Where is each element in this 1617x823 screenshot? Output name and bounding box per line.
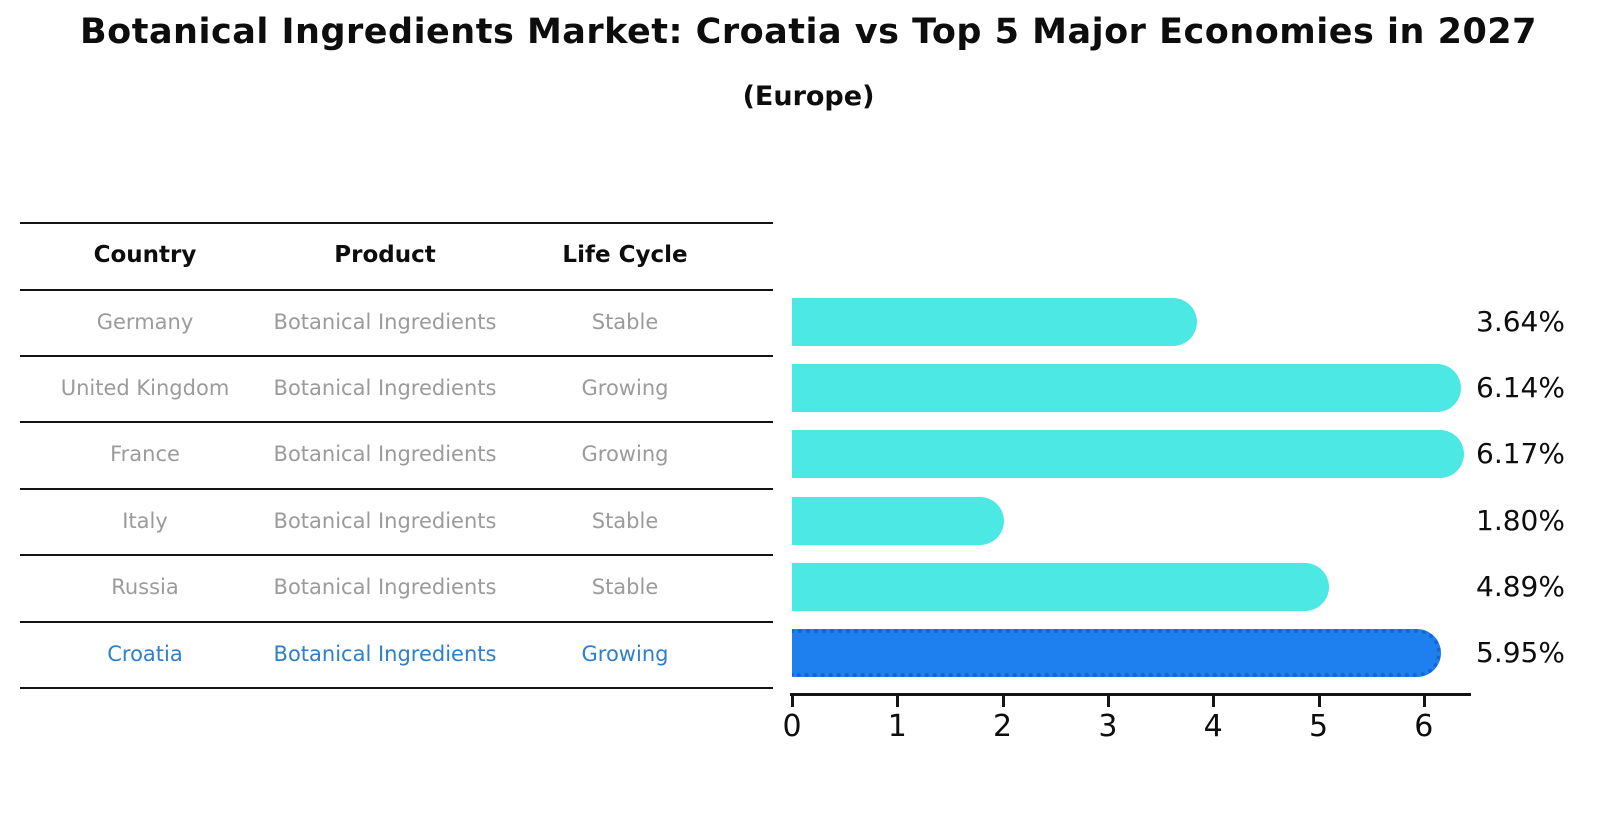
bar-value-label: 4.89% bbox=[1476, 570, 1565, 603]
cell-product: Botanical Ingredients bbox=[273, 642, 497, 666]
bar-france bbox=[792, 430, 1464, 478]
tick-label: 1 bbox=[887, 709, 907, 744]
table-row-rule bbox=[20, 554, 773, 556]
cell-country: Germany bbox=[96, 310, 194, 334]
cell-product: Botanical Ingredients bbox=[273, 376, 497, 400]
bar-value-label: 6.14% bbox=[1476, 371, 1565, 404]
tick-label: 6 bbox=[1414, 709, 1434, 744]
tick-mark bbox=[1106, 696, 1110, 707]
bar-value-label: 5.95% bbox=[1476, 636, 1565, 669]
tick-mark bbox=[1001, 696, 1005, 707]
cell-product: Botanical Ingredients bbox=[273, 575, 497, 599]
table-header-rule bbox=[20, 289, 773, 291]
tick-label: 5 bbox=[1308, 709, 1329, 744]
table-row-croatia: Croatia Botanical Ingredients Growing bbox=[20, 621, 750, 687]
cell-product: Botanical Ingredients bbox=[273, 442, 497, 466]
bar-croatia-highlighted bbox=[792, 629, 1441, 677]
tick-mark bbox=[1422, 696, 1426, 707]
table-top-rule bbox=[20, 222, 773, 224]
bar-russia bbox=[792, 563, 1329, 611]
table-bottom-rule bbox=[20, 687, 773, 689]
tick-mark bbox=[791, 696, 794, 707]
table-row-germany: Germany Botanical Ingredients Stable bbox=[20, 289, 750, 355]
cell-country: United Kingdom bbox=[60, 376, 230, 400]
tick-mark bbox=[1317, 696, 1321, 707]
x-axis-line bbox=[790, 693, 1471, 696]
cell-product: Botanical Ingredients bbox=[273, 509, 497, 533]
table-row-rule bbox=[20, 488, 773, 490]
cell-life-cycle: Stable bbox=[591, 310, 659, 334]
column-header-product: Product bbox=[334, 242, 436, 268]
table-row-russia: Russia Botanical Ingredients Stable bbox=[20, 554, 750, 620]
tick-label: 2 bbox=[993, 709, 1013, 744]
tick-mark bbox=[1212, 696, 1216, 707]
tick-label: 4 bbox=[1203, 709, 1223, 744]
table-header-row: Country Product Life Cycle bbox=[20, 222, 750, 288]
column-header-country: Country bbox=[93, 242, 197, 268]
cell-life-cycle: Growing bbox=[581, 642, 669, 666]
table-row-rule bbox=[20, 421, 773, 423]
bar-value-label: 3.64% bbox=[1476, 305, 1565, 338]
table-row-italy: Italy Botanical Ingredients Stable bbox=[20, 488, 750, 554]
table-row-rule bbox=[20, 621, 773, 623]
bar-value-label: 1.80% bbox=[1476, 504, 1565, 537]
cell-life-cycle: Stable bbox=[591, 575, 659, 599]
table-row-united-kingdom: United Kingdom Botanical Ingredients Gro… bbox=[20, 355, 750, 421]
table-row-france: France Botanical Ingredients Growing bbox=[20, 421, 750, 487]
cell-product: Botanical Ingredients bbox=[273, 310, 497, 334]
cell-life-cycle: Stable bbox=[591, 509, 659, 533]
bar-united-kingdom bbox=[792, 364, 1461, 412]
chart-title: Botanical Ingredients Market: Croatia vs… bbox=[79, 12, 1538, 52]
bar-value-label: 6.17% bbox=[1476, 437, 1565, 470]
chart-subtitle: (Europe) bbox=[742, 81, 875, 112]
tick-mark bbox=[896, 696, 900, 707]
cell-country: Italy bbox=[122, 509, 168, 533]
cell-country: Croatia bbox=[107, 642, 183, 666]
bar-italy bbox=[792, 497, 1004, 545]
column-header-life-cycle: Life Cycle bbox=[562, 242, 688, 268]
cell-life-cycle: Growing bbox=[581, 442, 669, 466]
table-row-rule bbox=[20, 355, 773, 357]
cell-country: France bbox=[110, 442, 180, 466]
bar-germany bbox=[792, 298, 1198, 346]
tick-label: 0 bbox=[782, 709, 802, 744]
cell-country: Russia bbox=[111, 575, 179, 599]
cell-life-cycle: Growing bbox=[581, 376, 669, 400]
tick-label: 3 bbox=[1098, 709, 1118, 744]
